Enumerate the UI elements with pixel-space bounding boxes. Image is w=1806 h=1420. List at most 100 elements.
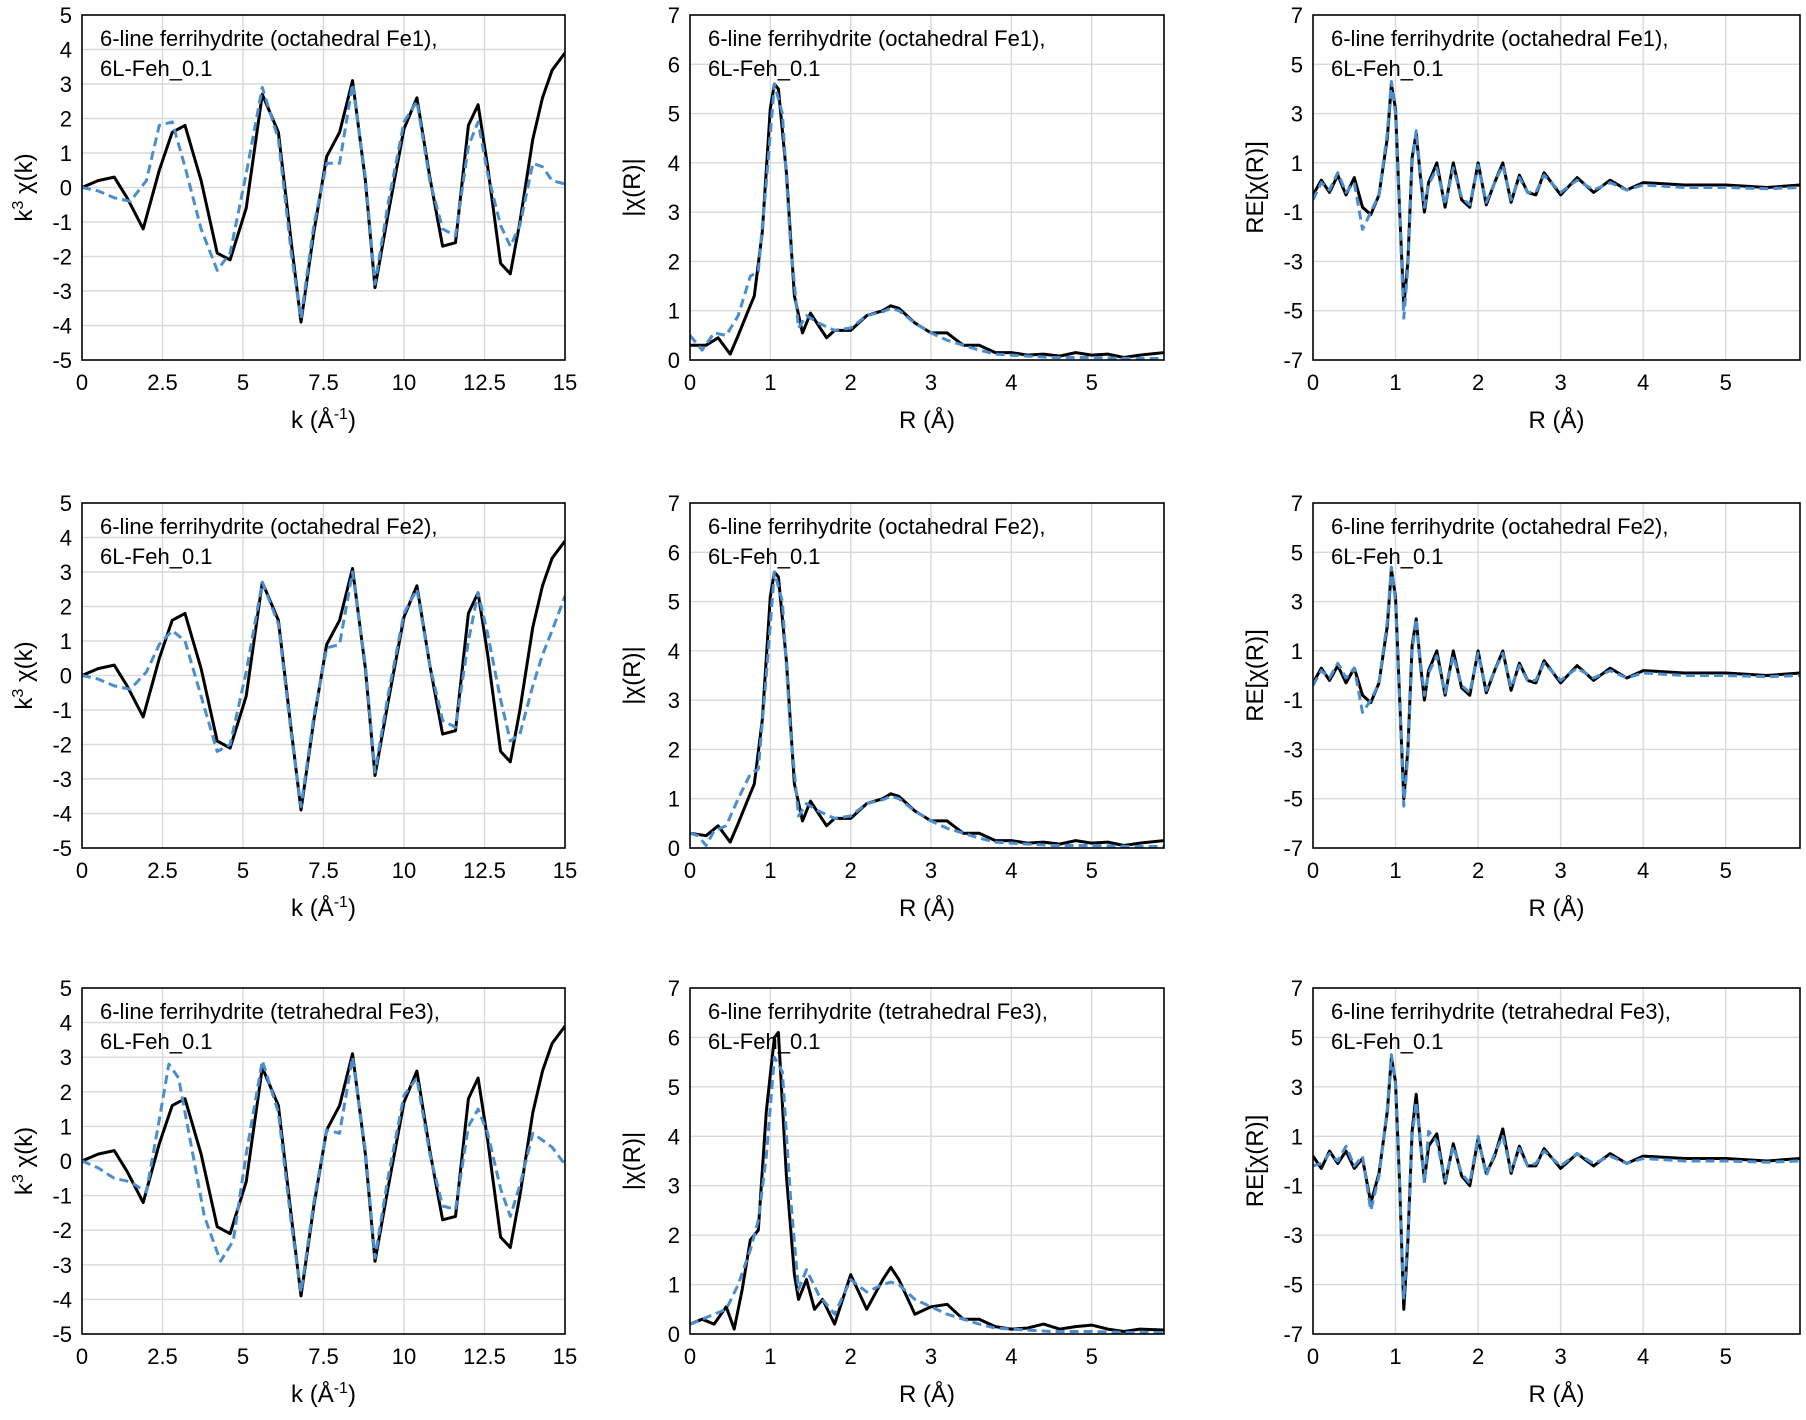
y-tick-label: -7 <box>1283 836 1303 861</box>
y-tick-label: 3 <box>668 1174 680 1199</box>
y-tick-label: 5 <box>1291 540 1303 565</box>
panel-subtitle: 6L-Feh_0.1 <box>708 544 821 569</box>
fit-line <box>1313 1053 1800 1301</box>
y-tick-label: -7 <box>1283 348 1303 373</box>
y-tick-label: 4 <box>668 1124 680 1149</box>
y-tick-label: 1 <box>668 1273 680 1298</box>
experimental-line <box>1313 82 1800 308</box>
y-tick-label: 5 <box>1291 52 1303 77</box>
fit-line <box>1313 80 1800 320</box>
panel-title: 6-line ferrihydrite (octahedral Fe1), <box>708 26 1045 51</box>
x-tick-label: 0 <box>76 370 88 395</box>
x-tick-label: 0 <box>684 1344 696 1369</box>
y-tick-label: 5 <box>668 1075 680 1100</box>
y-tick-label: -1 <box>52 210 72 235</box>
x-tick-label: 3 <box>925 370 937 395</box>
y-tick-label: 3 <box>668 200 680 225</box>
x-tick-label: 15 <box>553 370 577 395</box>
y-tick-label: 4 <box>60 526 72 551</box>
y-tick-label: 3 <box>1291 1075 1303 1100</box>
experimental-line <box>82 1025 565 1298</box>
x-tick-label: 15 <box>553 1344 577 1369</box>
panel-subtitle: 6L-Feh_0.1 <box>1331 56 1444 81</box>
y-tick-label: 1 <box>60 141 72 166</box>
x-tick-label: 15 <box>553 858 577 883</box>
y-axis-label: |χ(R)| <box>619 646 646 704</box>
y-tick-label: 7 <box>668 976 680 1001</box>
y-tick-label: -7 <box>1283 1322 1303 1347</box>
fit-line <box>690 570 1164 848</box>
x-tick-label: 3 <box>925 858 937 883</box>
x-axis-label: k (Å-1) <box>291 894 356 922</box>
panel-subtitle: 6L-Feh_0.1 <box>100 56 213 81</box>
plot-frame <box>1312 987 1801 1335</box>
y-axis-label: k3 χ(k) <box>10 1127 38 1195</box>
experimental-line <box>690 82 1164 359</box>
x-tick-label: 1 <box>1389 1344 1401 1369</box>
x-tick-label: 10 <box>392 1344 416 1369</box>
x-tick-label: 5 <box>1720 370 1732 395</box>
fit-line <box>1313 565 1800 808</box>
fit-line <box>690 1055 1164 1334</box>
plot-frame <box>81 502 566 849</box>
y-tick-label: 0 <box>668 348 680 373</box>
chart-panel-6: 0 1 2 3 4 5 -7 -5 -3 -1 1 3 5 7 R (Å) RE[χ(R)] 6-line fe… <box>1242 491 1801 922</box>
experimental-line <box>690 570 1164 847</box>
panel-title: 6-line ferrihydrite (octahedral Fe2), <box>708 514 1045 539</box>
x-tick-label: 4 <box>1637 858 1649 883</box>
plot-frame <box>689 502 1165 849</box>
y-tick-label: -3 <box>1283 249 1303 274</box>
plot-frame <box>689 14 1165 361</box>
y-tick-label: -2 <box>52 1218 72 1243</box>
x-tick-label: 2 <box>845 370 857 395</box>
y-tick-label: 7 <box>1291 976 1303 1001</box>
x-tick-label: 5 <box>237 858 249 883</box>
fit-line <box>82 1055 565 1294</box>
x-axis-label: R (Å) <box>1529 406 1585 434</box>
x-tick-label: 7.5 <box>308 370 339 395</box>
y-tick-label: 4 <box>60 1011 72 1036</box>
y-tick-label: 5 <box>60 976 72 1001</box>
y-tick-label: -2 <box>52 733 72 758</box>
x-axis-label: k (Å-1) <box>291 406 356 434</box>
y-tick-label: 0 <box>668 836 680 861</box>
y-tick-label: 7 <box>668 3 680 28</box>
y-tick-label: 2 <box>60 1080 72 1105</box>
y-tick-label: -3 <box>52 1253 72 1278</box>
y-tick-label: -5 <box>52 348 72 373</box>
y-tick-label: -4 <box>52 314 72 339</box>
plot-frame <box>81 14 566 361</box>
y-tick-label: -1 <box>1283 1174 1303 1199</box>
x-tick-label: 0 <box>684 370 696 395</box>
y-tick-label: 2 <box>668 737 680 762</box>
x-axis-label: R (Å) <box>899 406 955 434</box>
y-tick-label: 5 <box>60 3 72 28</box>
plot-frame <box>81 987 566 1335</box>
y-tick-label: -1 <box>52 1184 72 1209</box>
x-tick-label: 1 <box>764 370 776 395</box>
x-tick-label: 4 <box>1637 1344 1649 1369</box>
y-tick-label: 1 <box>668 299 680 324</box>
chart-panel-5: 0 1 2 3 4 5 0 1 2 3 4 5 6 7 R (Å) |χ(R)| 6-line ferrihyd… <box>619 491 1165 922</box>
x-tick-label: 0 <box>76 1344 88 1369</box>
x-tick-label: 12.5 <box>463 1344 506 1369</box>
y-tick-label: 1 <box>1291 151 1303 176</box>
chart-panel-7: 0 2.5 5 7.5 10 12.5 15 -5 -4 -3 -2 -1 0 1 2 3 4 5 k (Å-1) k… <box>10 976 577 1408</box>
y-tick-label: 3 <box>60 1045 72 1070</box>
y-tick-label: 5 <box>1291 1025 1303 1050</box>
plot-frame <box>1312 14 1801 361</box>
x-axis-label: R (Å) <box>1529 894 1585 922</box>
y-tick-label: 3 <box>60 72 72 97</box>
x-tick-label: 12.5 <box>463 858 506 883</box>
panel-subtitle: 6L-Feh_0.1 <box>708 56 821 81</box>
x-tick-label: 5 <box>1086 1344 1098 1369</box>
y-tick-label: 3 <box>1291 102 1303 127</box>
experimental-line <box>1313 568 1800 801</box>
y-tick-label: 7 <box>1291 491 1303 516</box>
y-axis-label: RE[χ(R)] <box>1242 141 1269 234</box>
y-tick-label: -1 <box>52 698 72 723</box>
x-tick-label: 3 <box>1555 1344 1567 1369</box>
y-tick-label: 4 <box>60 38 72 63</box>
panel-subtitle: 6L-Feh_0.1 <box>100 1029 213 1054</box>
